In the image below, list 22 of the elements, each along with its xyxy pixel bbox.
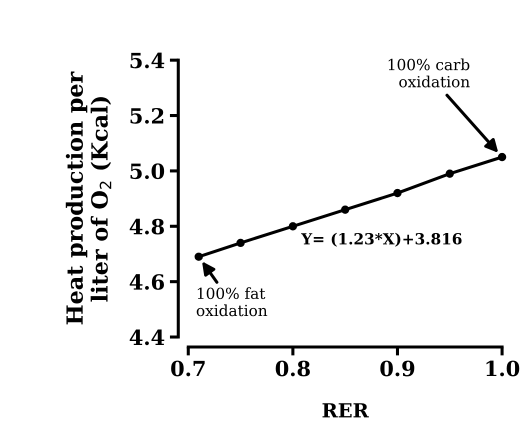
x-tick-label: 0.8 bbox=[276, 360, 310, 376]
y-tick-label: 5.2 bbox=[130, 108, 164, 124]
point bbox=[446, 170, 454, 178]
point bbox=[288, 222, 298, 230]
point bbox=[236, 238, 245, 248]
y-tick-label: 4.4 bbox=[130, 329, 164, 346]
x-tick-label: 0.7 bbox=[171, 360, 205, 376]
annotation: 100% fat oxidation bbox=[196, 287, 268, 316]
point bbox=[194, 252, 203, 261]
x-tick-label: 1.0 bbox=[486, 360, 520, 376]
x-tick-label: 0.9 bbox=[380, 360, 414, 376]
point bbox=[498, 152, 506, 162]
y-tick-label: 4.8 bbox=[130, 218, 164, 234]
annotation: 100% carb oxidation bbox=[388, 58, 470, 88]
y-axis-title: Heat production per liter of O$_{2}$ (Kcal) bbox=[66, 72, 112, 324]
point bbox=[341, 206, 350, 214]
annotation: Y= (1.23*X)+3.816 bbox=[301, 232, 462, 247]
x-axis-title: RER bbox=[322, 403, 369, 418]
y-tick-label: 5.0 bbox=[130, 163, 164, 180]
y-tick-label: 5.4 bbox=[130, 52, 164, 68]
y-tick-label: 4.6 bbox=[130, 274, 164, 290]
point bbox=[393, 188, 402, 198]
